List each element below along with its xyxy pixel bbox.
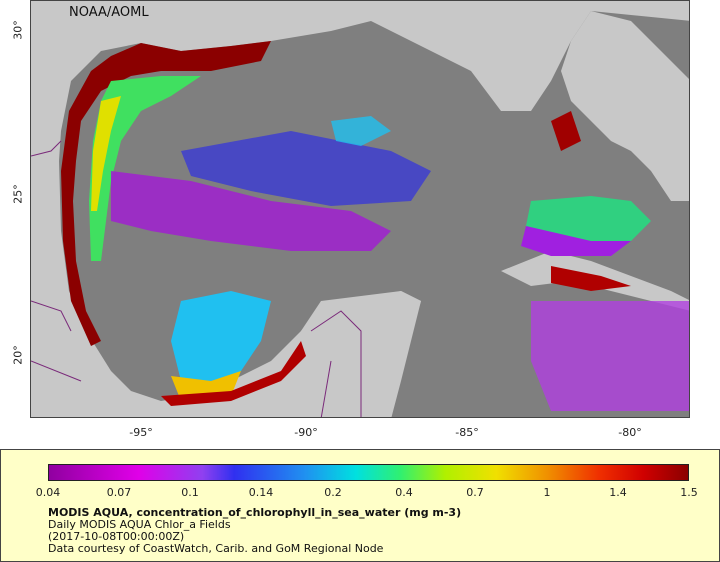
campeche-red-coast (161, 341, 306, 406)
border-yucatan (310, 310, 362, 417)
border-belize (320, 360, 332, 417)
colorbar-tick: 0.07 (106, 486, 132, 499)
florida-peninsula (561, 11, 689, 201)
colorbar-tick: 0.04 (35, 486, 61, 499)
colorbar-tick: 0.7 (466, 486, 484, 499)
colorbar-tick: 0.4 (395, 486, 413, 499)
caribbean-purple (531, 301, 689, 411)
colorbar-tick: 0.14 (248, 486, 274, 499)
y-tick-label: 30° (11, 20, 25, 40)
x-tick-label: -80° (618, 426, 642, 439)
florida-bay-purple (521, 226, 631, 256)
coastal-high-chl-north (61, 41, 271, 346)
legend-title: MODIS AQUA, concentration_of_chlorophyll… (48, 506, 462, 519)
x-tick-label: -90° (294, 426, 318, 439)
yucatan-peninsula (291, 291, 421, 417)
legend-date: (2017-10-08T00:00:00Z) (48, 530, 185, 543)
colorbar-tick: 1 (543, 486, 551, 499)
y-tick-label: 20° (11, 345, 25, 365)
colorbar-tick: 0.1 (181, 486, 199, 499)
border-us-mexico (31, 140, 62, 157)
scattered-cyan-dots (331, 116, 391, 146)
y-tick-label: 25° (11, 184, 25, 204)
map-panel[interactable]: NOAA/AOML (30, 0, 690, 418)
florida-red-coast (551, 111, 581, 151)
central-purple-patch (111, 171, 391, 251)
credit-label: NOAA/AOML (69, 5, 149, 20)
land-layer (31, 1, 689, 417)
campeche-cyan-patch (171, 291, 271, 391)
colorbar-tick: 0.2 (324, 486, 342, 499)
legend-credit: Data courtesy of CoastWatch, Carib. and … (48, 542, 384, 555)
x-tick-label: -95° (129, 426, 153, 439)
colorbar-tick: 1.5 (680, 486, 698, 499)
x-tick-label: -85° (455, 426, 479, 439)
border-mexico-states (31, 300, 82, 382)
chlorophyll-map[interactable] (31, 1, 690, 418)
legend-product: Daily MODIS AQUA Chlor_a Fields (48, 518, 231, 531)
colorbar (48, 464, 689, 481)
central-blue-patch (181, 131, 431, 206)
chlorophyll-layer (61, 41, 689, 411)
border-lines (31, 140, 362, 417)
us-landmass (31, 1, 689, 161)
shelf-yellow-band (91, 96, 121, 211)
cuba-red-coast (551, 266, 631, 291)
legend-panel: 0.04 0.07 0.1 0.14 0.2 0.4 0.7 1 1.4 1.5… (0, 449, 720, 562)
shelf-green-band (89, 76, 201, 261)
colorbar-tick: 1.4 (609, 486, 627, 499)
